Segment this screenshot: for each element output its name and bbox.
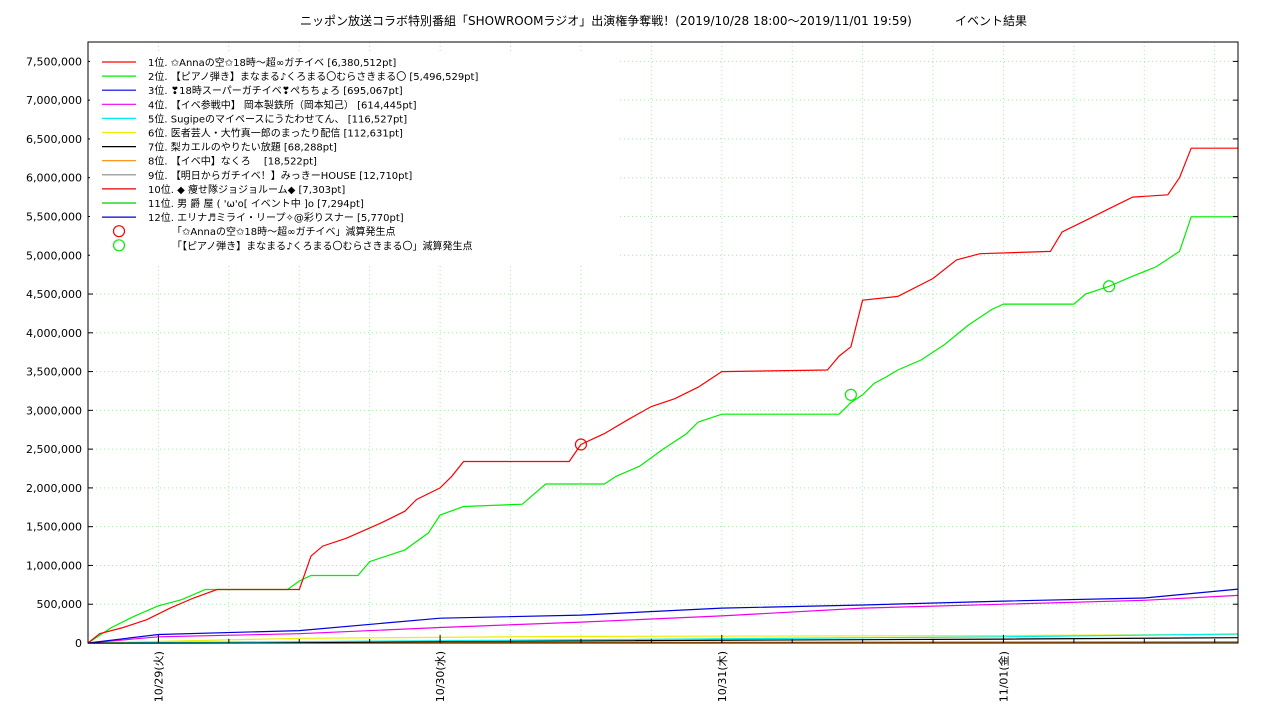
y-tick-label: 3,000,000 [26, 404, 82, 417]
series-line [87, 147, 1238, 644]
legend-marker-swatch [112, 239, 126, 252]
y-tick-label: 4,500,000 [26, 288, 82, 301]
series-line [87, 588, 1239, 644]
deduction-marker [844, 388, 857, 401]
y-tick-label: 1,500,000 [26, 521, 82, 534]
y-tick-label: 5,500,000 [26, 210, 82, 223]
legend-marker-label: 「【ピアノ弾き】まなまる♪くろまる〇むらさきまる〇」減算発生点 [172, 239, 472, 252]
legend-item-label: 11位. 男 爵 屋 ( 'ω'o[ イベント中 ]o [7,294pt] [148, 197, 364, 210]
y-tick-label: 0 [75, 637, 82, 650]
legend-item-label: 8位. 【イベ中】なくろ [18,522pt] [148, 155, 317, 168]
legend-item-label: 10位. ◆ 痩せ隊ジョジョルーム◆ [7,303pt] [148, 183, 345, 196]
legend-item-label: 12位. エリナ♬ミライ・リープ✧@彩りスナー [5,770pt] [148, 211, 404, 224]
legend-item-label: 9位. 【明日からガチイベ！】みっきーHOUSE [12,710pt] [148, 169, 412, 182]
x-tick-label: 10/31(木) [716, 651, 729, 702]
legend-background [90, 54, 620, 266]
y-tick-label: 6,500,000 [26, 133, 82, 146]
x-tick-label: 10/29(火) [152, 651, 165, 702]
legend-marker-label: 「✩Annaの空✩18時〜超∞ガチイベ」減算発生点 [172, 225, 395, 238]
y-axis: 0 500,000 1,000,000 1,500,000 2,000,000 2,500… [26, 55, 1238, 650]
legend-marker-swatch [112, 225, 126, 238]
y-tick-label: 7,000,000 [26, 94, 82, 107]
legend-item-label: 3位. ❣18時スーパーガチイベ❣ぺちちょろ [695,067pt] [148, 84, 403, 97]
legend-item-label: 6位. 医者芸人・大竹真一郎のまったり配信 [112,631pt] [148, 127, 403, 140]
y-tick-label: 2,500,000 [26, 443, 82, 456]
legend-item-label: 2位. 【ピアノ弾き】まなまる♪くろまる〇むらさきまる〇 [5,496,529p… [148, 70, 478, 83]
y-tick-label: 1,000,000 [26, 559, 82, 572]
legend-item-label: 4位. 【イベ参戦中】 岡本製鉄所（岡本知己） [614,445pt] [148, 98, 417, 111]
legend-item-label: 1位. ✩Annaの空✩18時〜超∞ガチイベ [6,380,512pt] [148, 56, 396, 69]
series-line [87, 216, 1238, 644]
y-tick-label: 5,000,000 [26, 249, 82, 262]
y-tick-label: 2,000,000 [26, 482, 82, 495]
y-tick-label: 6,000,000 [26, 172, 82, 185]
legend-item-label: 5位. Sugipeのマイペースにうたわせてん、 [116,527pt] [148, 112, 407, 125]
deduction-marker [574, 438, 588, 451]
legend-item-label: 7位. 梨カエルのやりたい放題 [68,288pt] [148, 141, 337, 154]
x-axis: 10/29(火) 10/30(水) 10/31(木) 11/01(金) [87, 635, 1216, 702]
x-tick-label: 10/30(水) [434, 651, 447, 702]
chart-subtitle: イベント結果 [955, 14, 1027, 28]
chart-title: ニッポン放送コラボ特別番組「SHOWROOMラジオ」出演権争奪戦！(2019/1… [300, 13, 912, 28]
plot-frame [87, 41, 1239, 644]
deduction-marker [1102, 280, 1116, 293]
x-tick-label: 11/01(金) [996, 651, 1010, 702]
y-tick-label: 7,500,000 [26, 55, 82, 68]
y-tick-label: 3,500,000 [26, 366, 82, 379]
y-tick-label: 4,000,000 [26, 327, 82, 340]
y-tick-label: 500,000 [37, 598, 83, 611]
marker-layer [574, 280, 1116, 451]
series-line [87, 594, 1239, 644]
legend: 1位. ✩Annaの空✩18時〜超∞ガチイベ [6,380,512pt]2位. … [90, 54, 620, 266]
